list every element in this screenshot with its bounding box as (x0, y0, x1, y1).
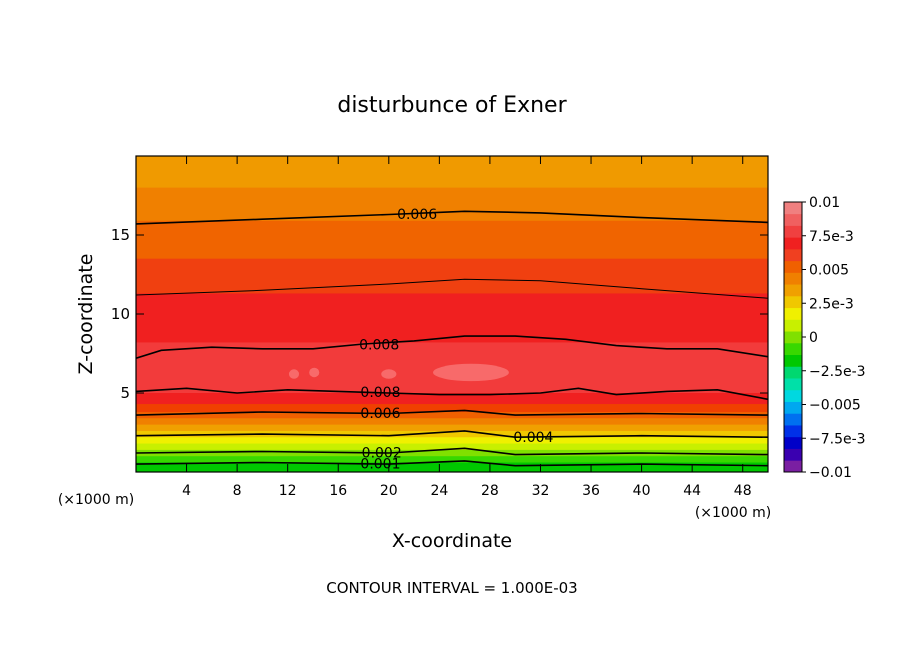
contour-label: 0.002 (362, 446, 402, 462)
x-tick-label: 36 (582, 483, 600, 499)
x-tick-label: 24 (430, 483, 448, 499)
x-unit-right: (×1000 m) (695, 505, 771, 521)
colorbar-swatch (784, 460, 802, 473)
x-tick-label: 20 (380, 483, 398, 499)
colorbar-swatch (784, 248, 802, 262)
colorbar-swatch (784, 342, 802, 356)
colorbar-swatch (784, 378, 802, 391)
x-tick-label: 12 (279, 483, 297, 499)
contour-line (136, 430, 768, 439)
colorbar-swatch (784, 366, 802, 379)
maximum-patch (381, 369, 397, 379)
contour-label: 0.006 (360, 406, 400, 422)
colorbar-label: 2.5e-3 (809, 296, 854, 312)
colorbar-swatch (784, 448, 802, 461)
contour-band (136, 404, 768, 413)
contour-label: 0.001 (360, 457, 400, 473)
colorbar-swatch (784, 295, 802, 309)
colorbar-label: 0.01 (809, 195, 840, 211)
contour-band (136, 418, 768, 426)
x-axis-label: X-coordinate (392, 530, 512, 552)
colorbar-label: −2.5e-3 (809, 364, 866, 380)
colorbar-swatch (784, 272, 802, 285)
contour-band (136, 456, 768, 464)
colorbar-label: 7.5e-3 (809, 229, 854, 245)
colorbar-labels: 0.01 7.5e-3 0.005 2.5e-3 0 −2.5e-3 −0.005 −7.5e… (802, 195, 866, 481)
y-axis-label: Z-coordinate (75, 254, 97, 375)
contour-band (136, 449, 768, 457)
contour-line (136, 447, 768, 456)
x-tick-label: 48 (734, 483, 752, 499)
y-tick-label: 10 (111, 305, 130, 323)
x-tick-label: 32 (532, 483, 550, 499)
y-tick-label: 15 (111, 226, 130, 244)
colorbar-swatch (784, 307, 802, 320)
y-tick-label: 5 (120, 384, 130, 402)
contour-label: 0.006 (397, 207, 437, 223)
x-tick-label: 28 (481, 483, 499, 499)
colorbar-label: 0 (809, 330, 818, 346)
contour-band (136, 443, 768, 451)
colorbar-swatch (784, 284, 802, 297)
colorbar (783, 201, 803, 473)
contour-band (136, 437, 768, 445)
maximum-patch (288, 369, 300, 379)
x-unit-left: (×1000 m) (58, 492, 134, 508)
colorbar-swatch (784, 413, 802, 426)
contour-band (136, 424, 768, 432)
contour-band (136, 430, 768, 438)
colorbar-swatch (784, 260, 802, 273)
colorbar-swatch (784, 389, 802, 402)
colorbar-swatch (784, 331, 802, 344)
contour-label: 0.008 (360, 385, 400, 401)
colorbar-label: 0.005 (809, 263, 849, 279)
colorbar-label: −0.01 (809, 465, 852, 481)
colorbar-label: −7.5e-3 (809, 431, 866, 447)
contour-label: 0.004 (513, 430, 553, 446)
contour-band (136, 393, 768, 405)
contour-band (136, 258, 768, 294)
contour-band (136, 187, 768, 222)
contour-line (136, 387, 768, 401)
colorbar-swatch (784, 436, 802, 449)
contour-interval-note: CONTOUR INTERVAL = 1.000E-03 (326, 579, 577, 597)
contour-line (136, 278, 768, 299)
contour-line (136, 335, 768, 359)
x-tick-label: 44 (683, 483, 701, 499)
maximum-patch (433, 363, 509, 382)
x-axis-ticks: 4 8 12 16 20 24 28 32 36 40 44 48 (182, 156, 752, 499)
max-region-fill (288, 363, 509, 382)
colorbar-swatch (784, 319, 802, 332)
colorbar-swatch (784, 354, 802, 367)
x-tick-label: 8 (233, 483, 242, 499)
chart-title: disturbunce of Exner (337, 93, 567, 118)
x-tick-label: 16 (329, 483, 347, 499)
colorbar-swatch (784, 425, 802, 438)
contour-fill (136, 156, 768, 472)
contour-line (136, 210, 768, 225)
maximum-patch (309, 367, 320, 378)
contour-band (136, 462, 768, 472)
contour-line (136, 409, 768, 416)
x-tick-label: 4 (182, 483, 191, 499)
y-axis-ticks: 5 10 15 (111, 226, 768, 402)
colorbar-swatch (784, 401, 802, 414)
contour-band (136, 156, 768, 189)
contour-band (136, 293, 768, 343)
contour-band (136, 220, 768, 260)
colorbar-label: −0.005 (809, 398, 861, 414)
colorbar-swatch (784, 237, 802, 250)
colorbar-swatch (784, 225, 802, 238)
contour-band (136, 411, 768, 419)
contour-label: 0.008 (359, 338, 399, 354)
colorbar-swatch (784, 202, 802, 215)
colorbar-swatch (784, 213, 802, 226)
x-tick-label: 40 (633, 483, 651, 499)
